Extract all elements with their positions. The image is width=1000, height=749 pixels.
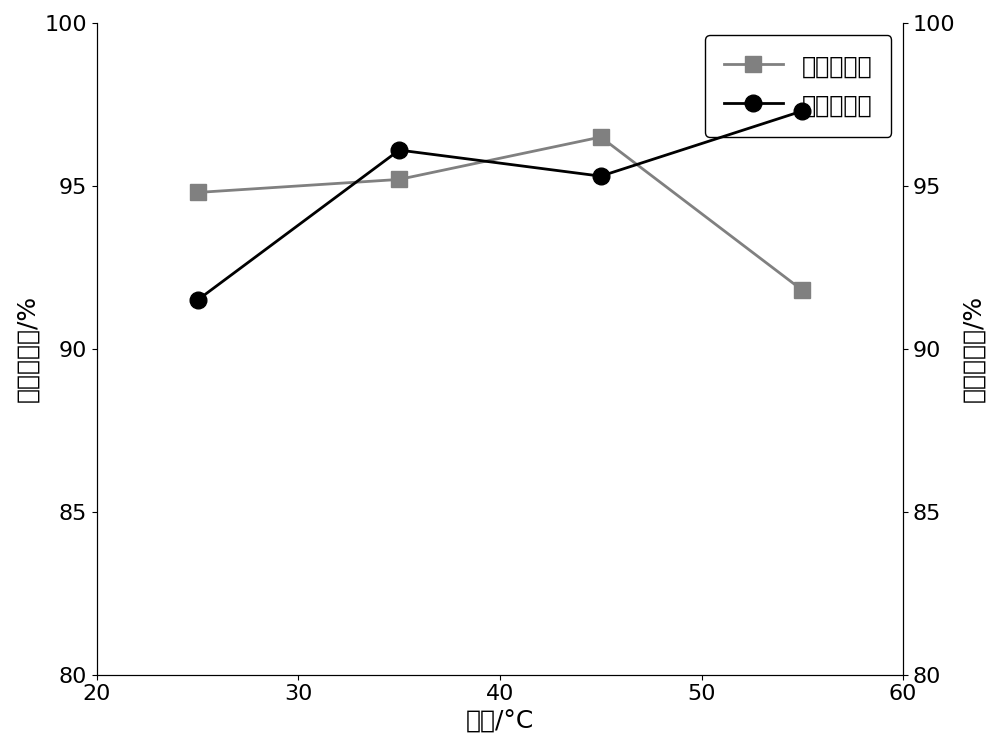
多糖保留率 [595, 172, 607, 181]
Line: 多糖保留率: 多糖保留率 [189, 103, 811, 309]
Line: 多糖脉色率: 多糖脉色率 [189, 129, 811, 299]
多糖脉色率 [796, 285, 808, 294]
多糖脉色率 [595, 133, 607, 142]
多糖脉色率 [393, 175, 405, 184]
X-axis label: 温度/°C: 温度/°C [466, 710, 534, 734]
Legend: 多糖脉色率, 多糖保留率: 多糖脉色率, 多糖保留率 [705, 34, 891, 137]
Y-axis label: 多糖脉色率/%: 多糖脉色率/% [15, 295, 39, 402]
多糖脉色率 [192, 188, 204, 197]
多糖保留率 [393, 145, 405, 154]
多糖保留率 [796, 106, 808, 115]
多糖保留率 [192, 296, 204, 305]
Y-axis label: 多糖保留率/%: 多糖保留率/% [961, 295, 985, 402]
